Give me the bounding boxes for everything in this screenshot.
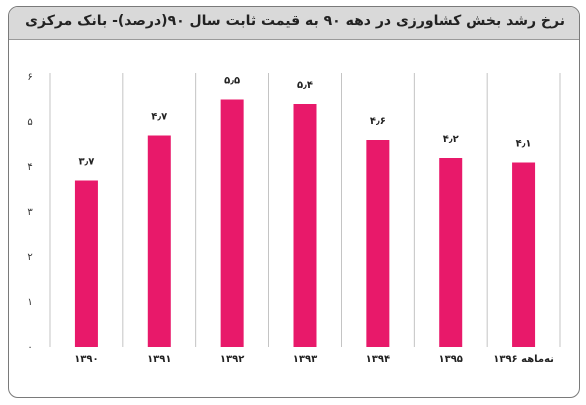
bar [220,99,244,347]
data-label: ۴٫۲ [443,134,459,145]
y-tick-label: ۳ [27,207,33,218]
chart-title: نرخ رشد بخش کشاورزی در دهه ۹۰ به قیمت ثا… [25,13,565,29]
data-label: ۵٫۵ [224,76,240,87]
x-tick-label: ۱۳۹۵ [439,354,463,365]
data-label: ۳٫۷ [78,157,94,168]
title-bar: نرخ رشد بخش کشاورزی در دهه ۹۰ به قیمت ثا… [9,7,579,40]
data-label: ۵٫۴ [297,80,313,91]
bar [74,180,98,347]
bar [512,162,536,347]
bar [293,104,317,347]
y-tick-label: ۱ [27,297,32,308]
y-tick-label: ۶ [27,72,32,83]
y-tick-label: ۵ [27,117,32,128]
bar [439,158,463,347]
y-tick-label: ۲ [27,252,32,263]
data-label: ۴٫۱ [516,139,532,150]
data-label: ۴٫۶ [370,116,386,127]
x-tick-label: ۱۳۹۴ [366,354,390,365]
bar [147,135,171,347]
x-tick-label: ۱۳۹۳ [293,354,317,365]
x-tick-label: ۱۳۹۲ [220,354,244,365]
data-label: ۴٫۷ [151,112,167,123]
bar [366,140,390,347]
y-tick-label: ۰ [27,342,32,353]
x-tick-label: نه‌ماهه ۱۳۹۶ [493,354,554,365]
x-tick-label: ۱۳۹۱ [147,354,171,365]
y-tick-label: ۴ [27,162,32,173]
x-tick-label: ۱۳۹۰ [74,354,98,365]
